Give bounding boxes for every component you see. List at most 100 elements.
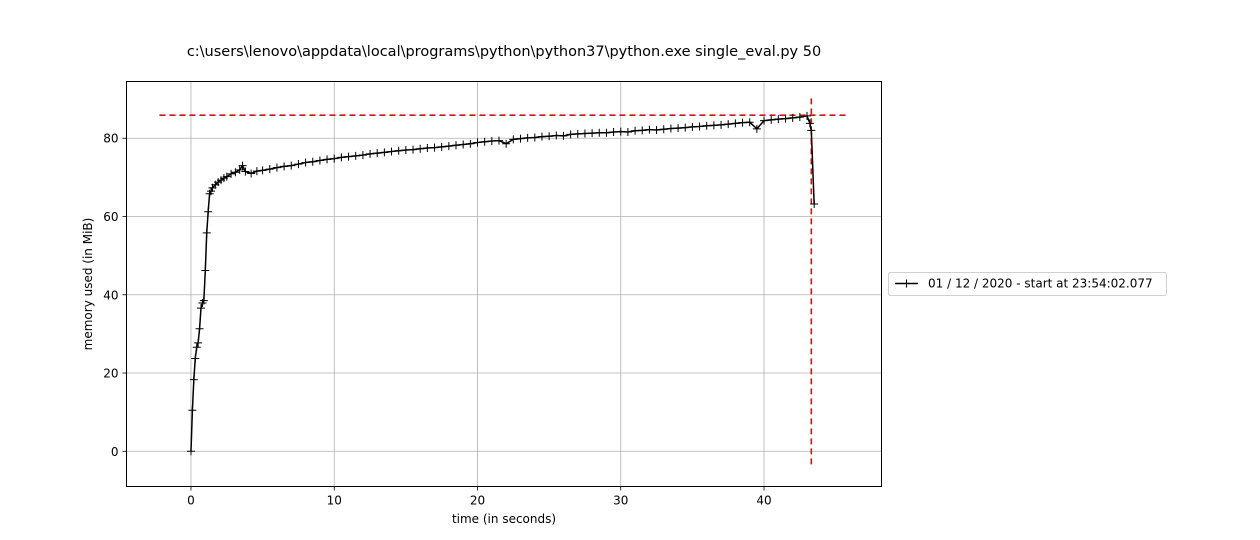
data-point-marker [452,141,461,150]
data-point-marker [294,160,303,169]
data-point-marker [231,168,240,177]
x-tick-label: 40 [756,494,771,508]
legend: 01 / 12 / 2020 - start at 23:54:02.077 [888,272,1167,296]
data-point-marker [444,142,453,151]
y-tick-label: 0 [111,445,119,459]
data-point-marker [788,113,797,122]
data-point-marker [588,129,597,138]
data-point-marker [191,354,200,363]
data-point-marker [323,155,332,164]
data-point-marker [265,165,274,174]
data-point-marker [196,304,205,313]
data-point-marker [380,148,389,157]
data-point-marker [602,128,611,137]
data-point-marker [807,126,816,135]
data-point-marker [192,343,201,352]
data-point-marker [409,145,418,154]
y-axis-ticks: 0 20 40 60 80 [103,132,127,459]
data-point-marker [201,266,210,275]
data-point-marker [645,125,654,134]
data-point-marker [688,122,697,131]
plot-frame [126,81,882,487]
chart-title: c:\users\lenovo\appdata\local\programs\p… [187,44,821,60]
data-point-marker [652,126,661,135]
data-point-marker [674,124,683,133]
data-point-marker [241,167,250,176]
data-point-marker [337,153,346,162]
data-point-marker [195,324,204,333]
data-point-marker [401,145,410,154]
data-point-marker [235,165,244,174]
data-point-marker [437,142,446,151]
data-point-marker [752,124,761,133]
data-point-marker [188,406,197,415]
y-axis-title: memory used (in MiB) [81,218,95,351]
data-point-marker [580,129,589,138]
data-point-marker [609,127,618,136]
data-point-marker [509,135,518,144]
data-point-marker [573,129,582,138]
data-point-marker [566,130,575,139]
data-point-marker [194,338,203,347]
data-point-marker [774,115,783,124]
data-point-marker [559,131,568,140]
data-point-marker [623,127,632,136]
x-axis-title: time (in seconds) [452,512,556,526]
series-layer [186,111,819,456]
data-point-marker [430,143,439,152]
data-point-marker [272,163,281,172]
legend-entry: 01 / 12 / 2020 - start at 23:54:02.077 [928,277,1153,291]
data-point-marker [745,118,754,127]
data-point-marker [523,133,532,142]
data-point-marker [199,296,208,305]
data-point-marker [186,447,195,456]
x-tick-label: 0 [187,494,195,508]
legend-plus-marker [902,279,911,288]
x-tick-label: 20 [470,494,485,508]
data-point-marker [238,161,247,170]
data-point-marker [315,156,324,165]
data-point-marker [805,119,814,128]
data-point-marker [659,125,668,134]
data-point-marker [810,199,819,208]
grid-lines [126,81,882,487]
y-tick-label: 40 [103,288,118,302]
data-point-marker [552,131,561,140]
data-point-marker [487,136,496,145]
data-point-marker [702,121,711,130]
data-point-marker [373,149,382,158]
data-point-marker [631,126,640,135]
data-point-marker [344,152,353,161]
data-point-marker [595,128,604,137]
data-point-marker [202,228,211,237]
data-point-marker [416,144,425,153]
data-point-marker [330,154,339,163]
data-point-marker [189,375,198,384]
data-point-marker [738,118,747,127]
data-point-marker [459,140,468,149]
data-point-marker [301,158,310,167]
data-point-marker [530,133,539,142]
data-point-marker [767,115,776,124]
data-point-marker [545,132,554,141]
data-point-marker [287,161,296,170]
data-point-marker [717,120,726,129]
data-point-marker [760,116,769,125]
data-point-marker [638,126,647,135]
y-tick-label: 80 [103,132,118,146]
data-point-marker [695,122,704,131]
data-point-marker [502,139,511,148]
data-point-marker [516,134,525,143]
data-point-marker [387,147,396,156]
y-tick-label: 60 [103,210,118,224]
data-point-marker [394,146,403,155]
data-point-marker [795,113,804,122]
data-point-marker [709,121,718,130]
data-point-marker [423,144,432,153]
peak-marker-lines [159,98,848,469]
data-point-marker [494,136,503,145]
data-point-marker [537,132,546,141]
data-point-marker [466,139,475,148]
data-point-marker [280,162,289,171]
